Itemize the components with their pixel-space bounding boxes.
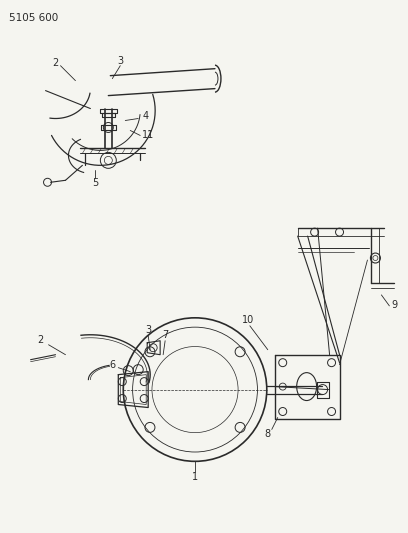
Text: 1: 1 [192,472,198,482]
Text: 3: 3 [117,56,123,66]
Text: 10: 10 [242,315,254,325]
Text: 5105 600: 5105 600 [9,13,58,23]
Text: 2: 2 [52,58,59,68]
Text: 2: 2 [38,335,44,345]
Text: 11: 11 [142,131,154,141]
Text: 5: 5 [92,178,98,188]
Text: 4: 4 [142,110,148,120]
Text: 6: 6 [109,360,115,370]
Text: 3: 3 [145,325,151,335]
Text: 9: 9 [391,300,397,310]
Text: 8: 8 [265,430,271,439]
Text: 7: 7 [162,330,168,340]
